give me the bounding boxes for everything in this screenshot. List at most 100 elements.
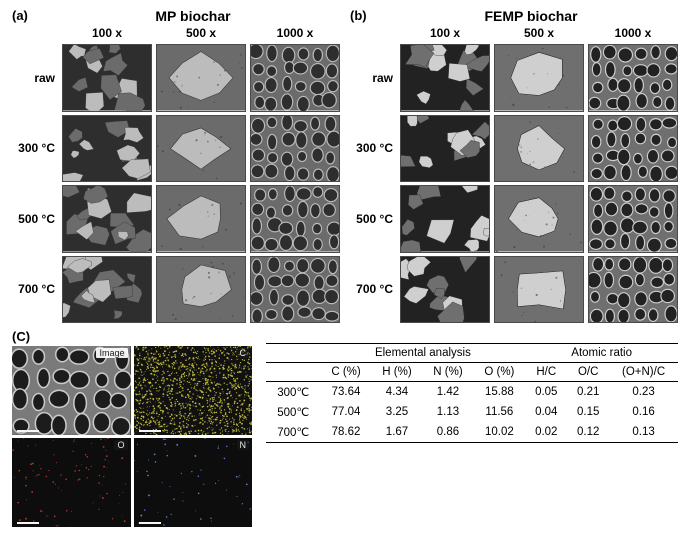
sem-cell [400,185,490,253]
table-cell: 0.12 [567,422,609,443]
eds-map-cell: N [134,438,253,527]
sem-cell [588,256,678,324]
table-cell: 0.16 [609,402,678,422]
sem-cell [400,44,490,112]
table-body: 300℃73.644.341.4215.880.050.210.23500℃77… [266,382,678,443]
sem-cell [494,115,584,183]
mag-header: 100 x [400,26,490,41]
scalebar [17,430,39,432]
scalebar [139,522,161,524]
table-row: 700℃78.621.670.8610.020.020.120.13 [266,422,678,443]
sem-cell [250,115,340,183]
row-label: 700 °C [12,256,58,324]
eds-grid: Image C O N [12,346,252,527]
sem-cell [156,44,246,112]
sem-panels-row: (a) MP biochar 100 x500 x1000 xraw300 °C… [12,8,678,323]
table-cell: 77.04 [321,402,372,422]
col-blank [266,363,321,382]
table-cell: 15.88 [473,382,525,403]
table-row: 300℃73.644.341.4215.880.050.210.23 [266,382,678,403]
col-c: C (%) [321,363,372,382]
table-col-header-row: C (%) H (%) N (%) O (%) H/C O/C (O+N)/C [266,363,678,382]
panel-a-title: MP biochar [46,8,340,24]
elemental-table-block: Elemental analysis Atomic ratio C (%) H … [266,329,678,527]
col-oc: O/C [567,363,609,382]
eds-cell-label: O [114,440,127,450]
table-cell: 0.02 [525,422,567,443]
group-header-elemental: Elemental analysis [321,344,526,363]
sem-cell [156,256,246,324]
sem-cell [494,44,584,112]
panel-a-grid: 100 x500 x1000 xraw300 °C500 °C700 °C [12,26,340,323]
panel-c: (C) Image C O N [12,329,252,527]
row-label: raw [350,44,396,112]
mag-header: 1000 x [250,26,340,41]
sem-cell [62,44,152,112]
scalebar [139,430,161,432]
eds-cell-label: C [237,348,250,358]
row-label-cell: 300℃ [266,382,321,403]
bottom-row: (C) Image C O N Elemental analysis Atomic r… [12,329,678,527]
sem-cell [400,115,490,183]
table-cell: 0.13 [609,422,678,443]
table-cell: 10.02 [473,422,525,443]
eds-map-cell: O [12,438,131,527]
table-cell: 0.86 [422,422,473,443]
mag-header: 1000 x [588,26,678,41]
table-cell: 0.05 [525,382,567,403]
sem-cell [588,185,678,253]
panel-c-tag: (C) [12,329,252,344]
sem-cell [250,256,340,324]
table-cell: 78.62 [321,422,372,443]
table-cell: 11.56 [473,402,525,422]
table-cell: 1.42 [422,382,473,403]
elemental-table: Elemental analysis Atomic ratio C (%) H … [266,343,678,443]
eds-map-cell: C [134,346,253,435]
sem-cell [62,115,152,183]
panel-a: (a) MP biochar 100 x500 x1000 xraw300 °C… [12,8,340,323]
scalebar [17,522,39,524]
sem-cell [494,256,584,324]
eds-cell-label: Image [96,348,127,358]
row-label: 700 °C [350,256,396,324]
col-h: H (%) [372,363,423,382]
sem-cell [250,44,340,112]
sem-cell [588,115,678,183]
row-label: 500 °C [350,185,396,253]
row-label: 500 °C [12,185,58,253]
sem-cell [250,185,340,253]
sem-cell [156,185,246,253]
table-cell: 0.04 [525,402,567,422]
eds-image-cell: Image [12,346,131,435]
row-label: 300 °C [350,115,396,183]
row-label: 300 °C [12,115,58,183]
table-group-header-row: Elemental analysis Atomic ratio [266,344,678,363]
eds-cell-label: N [237,440,250,450]
panel-b-title: FEMP biochar [384,8,678,24]
table-row: 500℃77.043.251.1311.560.040.150.16 [266,402,678,422]
panel-a-tag: (a) [12,8,46,23]
table-cell: 1.67 [372,422,423,443]
mag-header: 500 x [494,26,584,41]
row-label-cell: 500℃ [266,402,321,422]
table-cell: 4.34 [372,382,423,403]
table-cell: 1.13 [422,402,473,422]
panel-b: (b) FEMP biochar 100 x 500 x 1000 x raw300 … [350,8,678,323]
sem-cell [588,44,678,112]
panel-b-grid: 100 x 500 x 1000 x raw300 °C500 °C700 °C [350,26,678,323]
table-cell: 0.15 [567,402,609,422]
table-cell: 73.64 [321,382,372,403]
table-cell: 3.25 [372,402,423,422]
sem-cell [62,256,152,324]
sem-cell [156,115,246,183]
row-label-cell: 700℃ [266,422,321,443]
col-n: N (%) [422,363,473,382]
table-cell: 0.21 [567,382,609,403]
row-label: raw [12,44,58,112]
panel-b-tag: (b) [350,8,384,23]
col-onc: (O+N)/C [609,363,678,382]
sem-cell [494,185,584,253]
mag-header: 500 x [156,26,246,41]
group-header-atomic: Atomic ratio [525,344,678,363]
col-hc: H/C [525,363,567,382]
